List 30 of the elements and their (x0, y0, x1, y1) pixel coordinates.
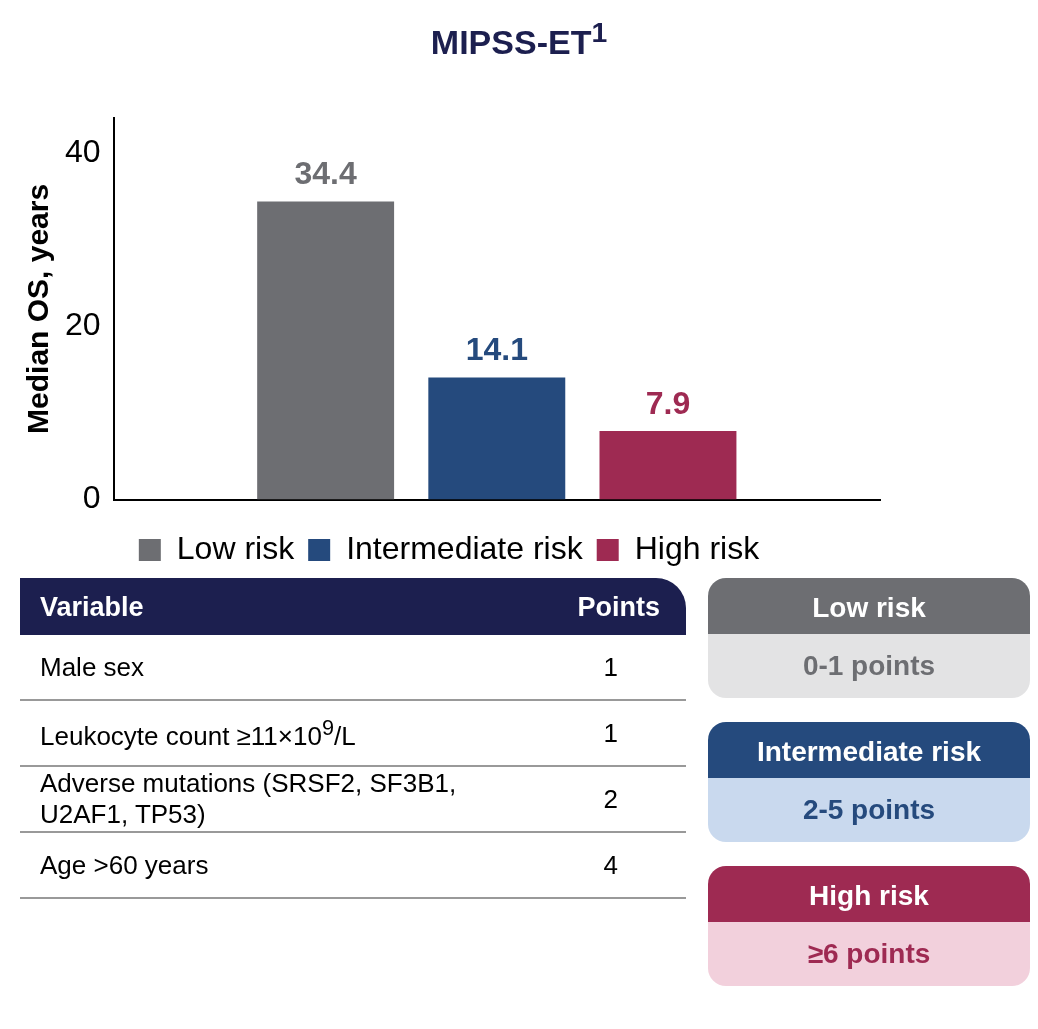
bar (257, 201, 395, 500)
text: 1 (603, 651, 618, 683)
text: High risk (708, 866, 1030, 922)
text: Male sex (40, 651, 145, 683)
text: 2-5 points (708, 778, 1030, 842)
legend-label: Intermediate risk (346, 529, 584, 566)
data-label: 34.4 (294, 155, 357, 192)
y-axis-title: Median OS, years (21, 183, 55, 434)
legend-label: Low risk (176, 529, 296, 566)
text: Age >60 years (40, 849, 209, 881)
text: Intermediate risk (708, 722, 1030, 778)
bar (428, 377, 566, 500)
y-tick-label: 40 (65, 132, 101, 169)
text: 1 (603, 717, 618, 749)
bar (599, 431, 737, 500)
data-label: 14.1 (465, 331, 528, 368)
legend-label: High risk (634, 529, 761, 566)
data-label: 7.9 (645, 384, 691, 421)
text: 2 (603, 783, 618, 815)
text: Leukocyte count ≥11×10$^{9}$/L (40, 714, 356, 752)
text: 0-1 points (708, 634, 1030, 698)
y-tick-label: 20 (65, 306, 101, 343)
text: Variable (40, 592, 144, 623)
text: Low risk (708, 578, 1030, 634)
text: ≥6 points (708, 922, 1030, 986)
chart-title: MIPSS-ET$^{1}$ (429, 15, 609, 64)
y-tick-label: 0 (82, 479, 101, 516)
text: 4 (603, 849, 618, 881)
text: Points (577, 592, 660, 623)
text: Adverse mutations (SRSF2, SF3B1, U2AF1, TP53) (40, 768, 458, 830)
